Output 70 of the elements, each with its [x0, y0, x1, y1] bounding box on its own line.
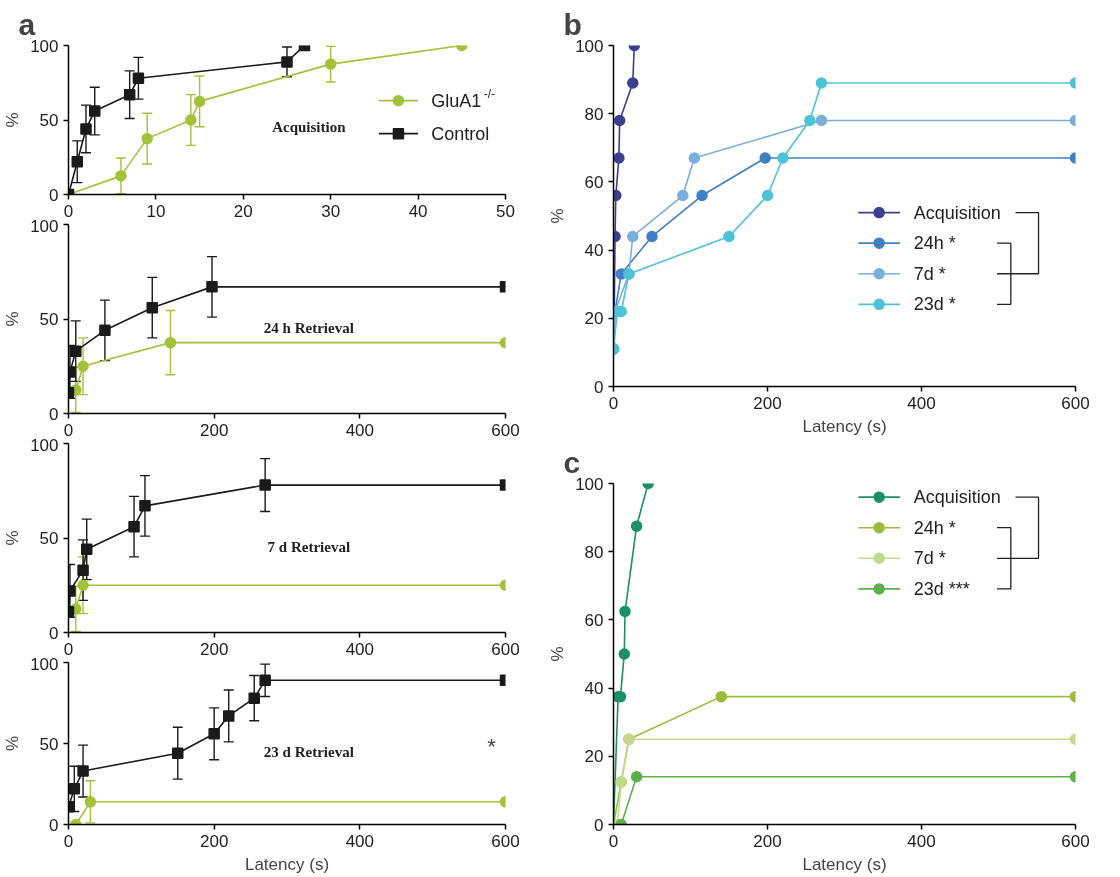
- y-tick-label: 50: [39, 310, 59, 329]
- x-tick-label: 200: [199, 831, 229, 851]
- x-tick-label: 20: [233, 201, 253, 221]
- x-tick-label: 200: [753, 393, 782, 413]
- annotation: *: [487, 734, 497, 760]
- y-tick-label: 40: [584, 679, 604, 699]
- x-tick-label: 30: [321, 201, 341, 221]
- y-axis-title: %: [3, 112, 23, 128]
- y-tick-label: 20: [584, 747, 604, 767]
- y-axis-title: %: [3, 311, 23, 327]
- x-tick-label: 400: [345, 639, 375, 659]
- x-axis-title: Latency (s): [802, 416, 887, 436]
- legend-label: 7d *: [913, 548, 946, 569]
- legend-label: 23d ***: [913, 578, 970, 599]
- y-tick-label: 50: [39, 529, 59, 548]
- annotation: Acquisition: [272, 119, 347, 136]
- x-tick-label: 200: [199, 420, 229, 440]
- y-tick-label: 80: [584, 104, 604, 124]
- y-tick-label: 50: [39, 111, 59, 130]
- y-axis-title: %: [3, 530, 23, 546]
- x-tick-label: 600: [491, 831, 520, 851]
- x-tick-label: 10: [146, 201, 166, 221]
- y-tick-label: 100: [30, 216, 59, 236]
- legend-label: Acquisition: [913, 487, 1001, 508]
- annotation: 7 d Retrieval: [267, 539, 351, 556]
- y-tick-label: 0: [49, 623, 59, 643]
- legend-label: 24h *: [913, 517, 956, 538]
- legend-label: 7d *: [913, 263, 946, 284]
- x-tick-label: 0: [63, 639, 74, 659]
- legend-label: GluA1-/-: [431, 86, 496, 111]
- legend-label: Acquisition: [913, 202, 1001, 223]
- x-tick-label: 0: [63, 831, 74, 851]
- x-tick-label: 600: [1061, 393, 1090, 413]
- x-tick-label: 0: [608, 393, 619, 413]
- x-tick-label: 600: [491, 420, 520, 440]
- x-tick-label: 600: [1061, 831, 1090, 851]
- x-tick-label: 200: [199, 639, 229, 659]
- y-tick-label: 0: [594, 815, 604, 835]
- x-tick-label: 0: [608, 831, 619, 851]
- x-tick-label: 400: [345, 420, 375, 440]
- y-tick-label: 100: [30, 654, 59, 674]
- x-axis-title: Latency (s): [244, 854, 330, 874]
- x-tick-label: 0: [63, 201, 74, 221]
- x-tick-label: 600: [491, 639, 520, 659]
- y-tick-label: 100: [30, 435, 59, 455]
- y-tick-label: 40: [584, 241, 604, 261]
- y-axis-title: %: [3, 735, 23, 752]
- x-tick-label: 0: [63, 420, 74, 440]
- x-tick-label: 400: [907, 831, 936, 851]
- legend-label: Control: [431, 123, 490, 144]
- y-axis-title: %: [548, 208, 568, 224]
- y-tick-label: 20: [584, 309, 604, 329]
- y-axis-title: %: [548, 646, 568, 662]
- y-tick-label: 0: [49, 185, 59, 205]
- legend-label: 24h *: [913, 233, 956, 254]
- y-tick-label: 50: [39, 734, 59, 754]
- y-tick-label: 0: [594, 377, 604, 397]
- y-tick-label: 0: [49, 815, 59, 835]
- y-tick-label: 60: [584, 172, 604, 192]
- x-tick-label: 400: [907, 393, 936, 413]
- x-tick-label: 400: [345, 831, 375, 851]
- x-axis-title: Latency (s): [802, 854, 887, 874]
- x-tick-label: 50: [496, 201, 515, 221]
- legend-label: 23d *: [913, 294, 956, 315]
- y-tick-label: 60: [584, 610, 604, 630]
- y-tick-label: 80: [584, 542, 604, 562]
- x-tick-label: 40: [408, 201, 428, 221]
- x-tick-label: 200: [753, 831, 782, 851]
- annotation: 24 h Retrieval: [263, 320, 354, 337]
- annotation: 23 d Retrieval: [263, 743, 354, 760]
